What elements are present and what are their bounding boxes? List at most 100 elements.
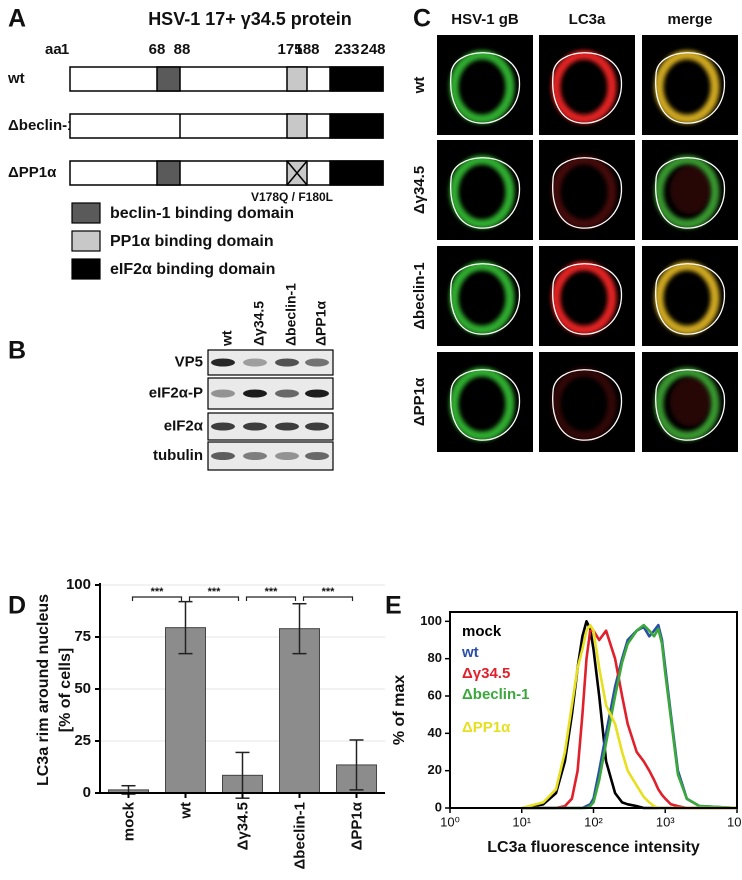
row-label: Δbeclin-1 (411, 262, 428, 329)
x-tick-label: wt (177, 802, 194, 820)
cell-outline (552, 263, 623, 335)
x-tick-label: mock (120, 801, 137, 841)
x-tick-label: Δbeclin-1 (291, 802, 308, 869)
x-tick-label: ΔPP1α (348, 801, 365, 850)
x-tick-label: 10⁰ (440, 814, 460, 829)
plot-frame (449, 611, 738, 809)
domain (286, 113, 308, 139)
lane-label: Δγ34.5 (251, 301, 267, 346)
column-label: HSV-1 gB (451, 11, 519, 28)
y-axis-label: % of max (391, 675, 408, 745)
cell-outline (655, 157, 726, 229)
cell-outline (450, 369, 521, 441)
column-label: LC3a (569, 11, 606, 28)
band (243, 452, 267, 460)
domain (329, 66, 384, 92)
band (275, 422, 299, 431)
legend-swatch (71, 202, 101, 224)
y-axis-label: LC3a rim around nucleus (35, 594, 52, 786)
significance-bracket (245, 596, 297, 601)
band (275, 452, 299, 460)
cell-signal (654, 155, 720, 229)
x-tick-label: 10² (584, 814, 603, 829)
cell-signal (654, 367, 720, 441)
series-line (521, 623, 737, 810)
legend-label: Δbeclin-1 (462, 686, 529, 703)
x-tick-label: 10¹ (512, 814, 531, 829)
y-tick-label: 0 (435, 799, 442, 814)
significance-bracket (188, 596, 240, 601)
cell-outline (450, 157, 521, 229)
row-label: wt (411, 77, 428, 95)
band (211, 358, 235, 367)
position-label: 88 (174, 41, 191, 58)
domain (329, 160, 384, 186)
series-line (521, 623, 738, 810)
y-tick-label: 75 (74, 628, 91, 645)
construct-label: wt (7, 70, 25, 87)
cell-signal (670, 166, 710, 214)
cell-outline (552, 369, 623, 441)
y-tick-label: 20 (428, 762, 442, 777)
panel-letter: D (8, 592, 26, 620)
significance-label: *** (151, 586, 165, 598)
position-label: 68 (149, 41, 166, 58)
construct-label: Δbeclin-1 (8, 117, 75, 134)
bar (279, 628, 320, 794)
legend-label: Δγ34.5 (462, 665, 510, 682)
domain (156, 66, 181, 92)
cell-signal (654, 261, 720, 335)
position-label: 248 (360, 41, 385, 58)
band (275, 389, 299, 398)
column-label: merge (667, 11, 712, 28)
cell-signal (654, 50, 720, 124)
panel-letter: A (8, 5, 26, 33)
cell-signal (449, 261, 515, 335)
band (243, 422, 267, 431)
mutation-cross (286, 160, 308, 186)
blot-label: VP5 (175, 353, 203, 370)
legend-label: eIF2α binding domain (110, 261, 275, 278)
domain (156, 160, 181, 186)
cell-signal (449, 367, 515, 441)
series-line (521, 629, 737, 810)
position-label: 188 (294, 41, 319, 58)
y-tick-label: 50 (74, 680, 91, 697)
series-line (521, 623, 738, 810)
cell-outline (450, 263, 521, 335)
legend-label: ΔPP1α (462, 719, 511, 736)
x-tick-label: Δγ34.5 (234, 802, 251, 850)
blot-label: eIF2α (164, 417, 204, 434)
cell-signal (551, 155, 617, 229)
x-tick-label: 10⁴ (727, 814, 742, 829)
panel-title: HSV-1 17+ γ34.5 protein (148, 9, 352, 29)
cell-signal (449, 155, 515, 229)
band (211, 452, 235, 460)
blot-label: eIF2α-P (149, 384, 203, 401)
significance-label: *** (322, 586, 336, 598)
construct-label: ΔPP1α (8, 164, 57, 181)
y-tick-label: 40 (428, 725, 442, 740)
band (305, 389, 329, 398)
band (211, 389, 235, 398)
legend-label: mock (462, 623, 502, 640)
series-line (521, 620, 737, 810)
aa-label: aa (45, 41, 62, 58)
y-tick-label: 0 (83, 784, 91, 801)
y-tick-label: 60 (428, 687, 442, 702)
cell-outline (655, 369, 726, 441)
cell-outline (450, 52, 521, 124)
lane-label: wt (219, 330, 235, 347)
band (243, 358, 267, 367)
domain (329, 113, 384, 139)
x-tick-label: 10³ (656, 814, 675, 829)
band (275, 358, 299, 367)
y-tick-label: 100 (66, 576, 91, 593)
legend-label: beclin-1 binding domain (110, 205, 294, 222)
y-axis-label: [% of cells] (57, 648, 74, 732)
position-label: 233 (334, 41, 359, 58)
legend-swatch (71, 230, 101, 252)
significance-label: *** (265, 586, 279, 598)
